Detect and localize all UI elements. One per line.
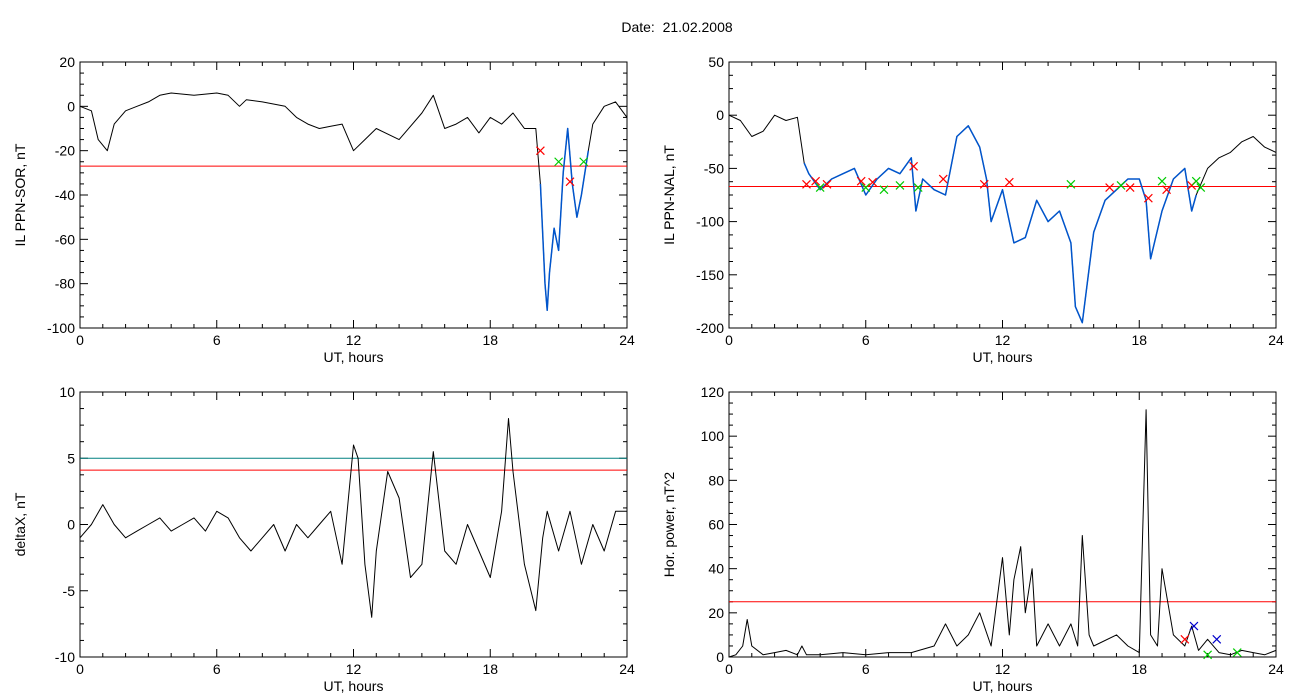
x-tick-label: 0 <box>76 332 84 348</box>
y-tick-label: -50 <box>704 160 724 176</box>
y-tick-label: 20 <box>59 54 75 70</box>
y-tick-label: 60 <box>708 517 724 533</box>
event-marker <box>554 157 564 167</box>
x-axis-label: UT, hours <box>324 349 384 365</box>
y-tick-label: -10 <box>55 649 75 665</box>
event-marker <box>822 179 832 189</box>
y-tick-label: 0 <box>67 98 75 114</box>
highlighted-segment <box>803 125 1197 324</box>
y-axis-label: deltaX, nT <box>12 492 28 556</box>
x-tick-label: 0 <box>725 661 733 677</box>
event-marker <box>1212 634 1222 644</box>
event-marker <box>802 179 811 189</box>
x-tick-label: 24 <box>1268 332 1284 348</box>
x-tick-label: 12 <box>995 661 1011 677</box>
x-tick-label: 18 <box>1131 332 1147 348</box>
y-axis-label: Hor. power, nT^2 <box>661 472 677 578</box>
y-tick-label: 5 <box>67 450 75 466</box>
y-tick-label: 0 <box>716 649 724 665</box>
y-tick-label: -150 <box>696 267 724 283</box>
y-tick-label: 10 <box>59 384 75 400</box>
event-marker <box>879 185 889 195</box>
data-series-line <box>728 114 1277 324</box>
event-marker <box>1125 183 1135 192</box>
event-marker <box>856 176 866 186</box>
event-marker <box>938 174 948 184</box>
event-marker <box>811 176 821 186</box>
figure-title: Date: 21.02.2008 <box>621 19 733 35</box>
plot-frame <box>728 61 1277 329</box>
event-marker <box>895 180 905 190</box>
event-marker <box>1143 193 1153 203</box>
x-tick-label: 24 <box>619 332 635 348</box>
highlighted-segment <box>539 127 590 312</box>
x-tick-label: 6 <box>862 661 870 677</box>
event-marker <box>1180 634 1190 644</box>
event-marker <box>1232 648 1242 658</box>
event-marker <box>868 177 878 187</box>
event-marker <box>1196 183 1206 192</box>
y-tick-label: 0 <box>716 107 724 123</box>
chart-panel-2: 0 6 12 18 24 -200 -150 -100 -50 0 50 UT, hours IL PP… <box>661 54 1284 365</box>
y-tick-label: -100 <box>47 320 75 336</box>
x-axis-label: UT, hours <box>973 678 1033 694</box>
chart-panel-3: 0 6 12 18 24 -10 -5 0 5 10 UT, hours deltaX, nT <box>12 384 635 694</box>
event-marker <box>1203 650 1213 660</box>
x-tick-label: 12 <box>346 661 362 677</box>
y-tick-label: -80 <box>55 276 75 292</box>
y-tick-label: 20 <box>708 605 724 621</box>
x-tick-label: 6 <box>213 332 221 348</box>
chart-panel-1: 0 6 12 18 24 -100 -80 -60 -40 -20 0 20 UT, hours IL P… <box>12 54 635 365</box>
event-marker <box>579 157 589 167</box>
event-marker <box>1191 176 1201 186</box>
y-tick-label: -5 <box>63 583 76 599</box>
y-tick-label: -200 <box>696 320 724 336</box>
y-tick-label: -60 <box>55 231 75 247</box>
y-tick-label: -40 <box>55 187 75 203</box>
x-tick-label: 6 <box>862 332 870 348</box>
x-tick-label: 18 <box>482 332 498 348</box>
x-tick-label: 0 <box>76 661 84 677</box>
y-tick-label: -100 <box>696 214 724 230</box>
y-tick-label: -20 <box>55 143 75 159</box>
y-tick-label: 0 <box>67 517 75 533</box>
y-tick-label: 40 <box>708 561 724 577</box>
y-tick-label: 80 <box>708 472 724 488</box>
y-tick-label: 100 <box>701 428 725 444</box>
x-axis-label: UT, hours <box>973 349 1033 365</box>
event-marker <box>909 161 919 171</box>
event-marker <box>1004 177 1014 187</box>
event-marker <box>913 183 923 192</box>
event-marker <box>861 183 871 192</box>
y-tick-label: 120 <box>701 384 725 400</box>
plot-frame <box>728 391 1277 658</box>
event-marker <box>1189 621 1199 631</box>
event-marker <box>1105 183 1115 192</box>
y-tick-label: 50 <box>708 54 724 70</box>
event-marker <box>1116 180 1126 190</box>
event-marker <box>815 183 825 192</box>
x-tick-label: 24 <box>1268 661 1284 677</box>
x-tick-label: 12 <box>346 332 362 348</box>
x-axis-label: UT, hours <box>324 678 384 694</box>
event-marker <box>565 177 575 187</box>
event-marker <box>1157 176 1167 186</box>
event-marker <box>1066 179 1076 189</box>
chart-panel-4: 0 6 12 18 24 0 20 40 60 80 100 120 UT, hours Hor. pow… <box>661 384 1284 694</box>
y-axis-label: IL PPN-NAL, nT <box>661 145 677 245</box>
x-tick-label: 6 <box>213 661 221 677</box>
x-tick-label: 0 <box>725 332 733 348</box>
x-tick-label: 18 <box>1131 661 1147 677</box>
event-marker <box>1162 185 1172 195</box>
event-marker <box>979 179 989 189</box>
x-tick-label: 24 <box>619 661 635 677</box>
x-tick-label: 18 <box>482 661 498 677</box>
x-tick-label: 12 <box>995 332 1011 348</box>
data-series-line <box>79 418 627 618</box>
data-series-line <box>728 409 1277 658</box>
event-marker <box>535 146 545 156</box>
y-axis-label: IL PPN-SOR, nT <box>12 143 28 246</box>
